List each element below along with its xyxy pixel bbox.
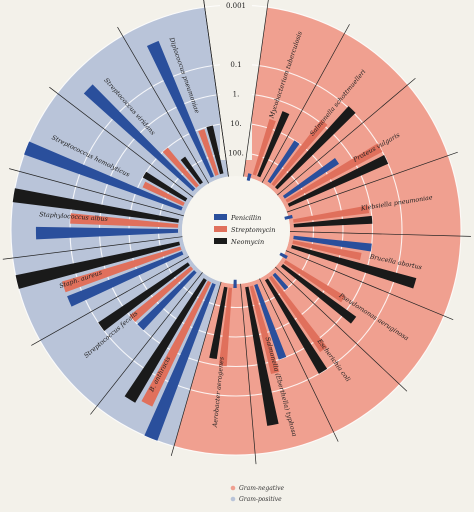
group-label: Gram-positive: [239, 496, 282, 503]
bar-streptomycin: [285, 143, 383, 203]
bar-penicillin: [284, 214, 293, 220]
segment-spoke: [9, 168, 184, 217]
segment-spoke: [286, 151, 458, 213]
bar-streptomycin: [271, 119, 328, 187]
bar-neomycin: [124, 278, 207, 403]
bar-neomycin: [142, 171, 188, 202]
bar-streptomycin: [268, 275, 328, 353]
bar-penicillin: [254, 283, 287, 360]
bar-streptomycin: [198, 129, 219, 176]
tick-label-strip: [220, 3, 252, 160]
bar-penicillin: [146, 40, 215, 178]
segment-spoke: [49, 86, 194, 198]
group-swatch: [230, 496, 236, 502]
bar-penicillin: [282, 157, 340, 199]
bar-streptomycin: [70, 213, 179, 228]
bar-penicillin: [233, 279, 237, 288]
bar-penicillin: [293, 235, 372, 252]
boundary-spoke: [243, 0, 269, 177]
segment-spoke: [277, 77, 416, 196]
bar-neomycin: [257, 111, 290, 178]
bar-neomycin: [180, 156, 203, 185]
bar-neomycin: [275, 106, 356, 190]
segment-spoke: [289, 231, 471, 237]
bar-streptomycin: [141, 280, 212, 407]
boundary-spoke: [203, 0, 229, 177]
bar-neomycin: [264, 278, 328, 374]
bar-penicillin: [272, 272, 289, 291]
series-legend: Penicillin Streptomycin Neomycin: [214, 214, 275, 246]
tick-label: 0.001: [226, 2, 246, 10]
group-label: Gram-negative: [239, 485, 285, 492]
bar-neomycin: [293, 215, 373, 228]
bar-penicillin: [35, 226, 179, 240]
bar-neomycin: [209, 286, 228, 360]
legend-swatch: [214, 214, 227, 220]
segment-spoke: [285, 250, 454, 321]
segment-spoke: [90, 272, 203, 415]
group-legend: Gram-negative Gram-positive: [230, 485, 285, 503]
tick-label: 0.1: [230, 61, 241, 69]
bar-penicillin: [67, 251, 184, 307]
bar-neomycin: [15, 241, 181, 289]
bar-streptomycin: [283, 260, 346, 303]
legend-swatch: [214, 238, 227, 244]
center-disk: [182, 176, 290, 284]
bar-neomycin: [291, 244, 417, 289]
bacterium-label: Staphylococcus albus: [39, 211, 109, 223]
bar-streptomycin: [218, 287, 233, 367]
legend-label: Penicillin: [230, 214, 261, 222]
bar-streptomycin: [142, 181, 185, 206]
segment-spoke: [2, 236, 183, 260]
tick-label: 1.: [233, 91, 240, 99]
bar-penicillin: [144, 282, 216, 441]
bars: [12, 40, 417, 441]
bar-streptomycin: [129, 266, 194, 322]
group-swatch: [230, 485, 236, 491]
bar-penicillin: [246, 173, 252, 181]
bar-neomycin: [98, 262, 190, 331]
bar-penicillin: [24, 141, 183, 211]
bar-streptomycin: [62, 246, 182, 293]
bar-neomycin: [280, 263, 357, 324]
gram-positive-sector: [11, 7, 229, 447]
segment-spoke: [31, 256, 190, 346]
segment-spoke: [259, 278, 339, 442]
legend-label: Neomycin: [230, 238, 264, 246]
segment-spoke: [240, 283, 257, 465]
bar-streptomycin: [293, 205, 370, 223]
bar-penicillin: [137, 270, 197, 331]
bar-streptomycin: [162, 147, 199, 188]
legend-label: Streptomycin: [231, 226, 275, 234]
bar-penicillin: [83, 84, 196, 192]
bar-neomycin: [287, 155, 389, 207]
tick-label: 10.: [230, 120, 241, 128]
bar-streptomycin: [252, 119, 276, 176]
bar-penicillin: [279, 252, 288, 259]
tick-label: 100.: [228, 150, 244, 158]
segment-spoke: [117, 26, 210, 184]
bar-neomycin: [245, 286, 279, 426]
segment-spoke: [261, 24, 350, 183]
segment-spoke: [275, 266, 408, 392]
legend-swatch: [214, 226, 227, 232]
bar-penicillin: [267, 140, 300, 184]
bar-neomycin: [206, 125, 224, 175]
bar-neomycin: [12, 188, 180, 223]
spokes: [2, 0, 471, 465]
bar-streptomycin: [292, 240, 362, 261]
bar-streptomycin: [249, 285, 280, 375]
segment-spoke: [170, 281, 222, 456]
